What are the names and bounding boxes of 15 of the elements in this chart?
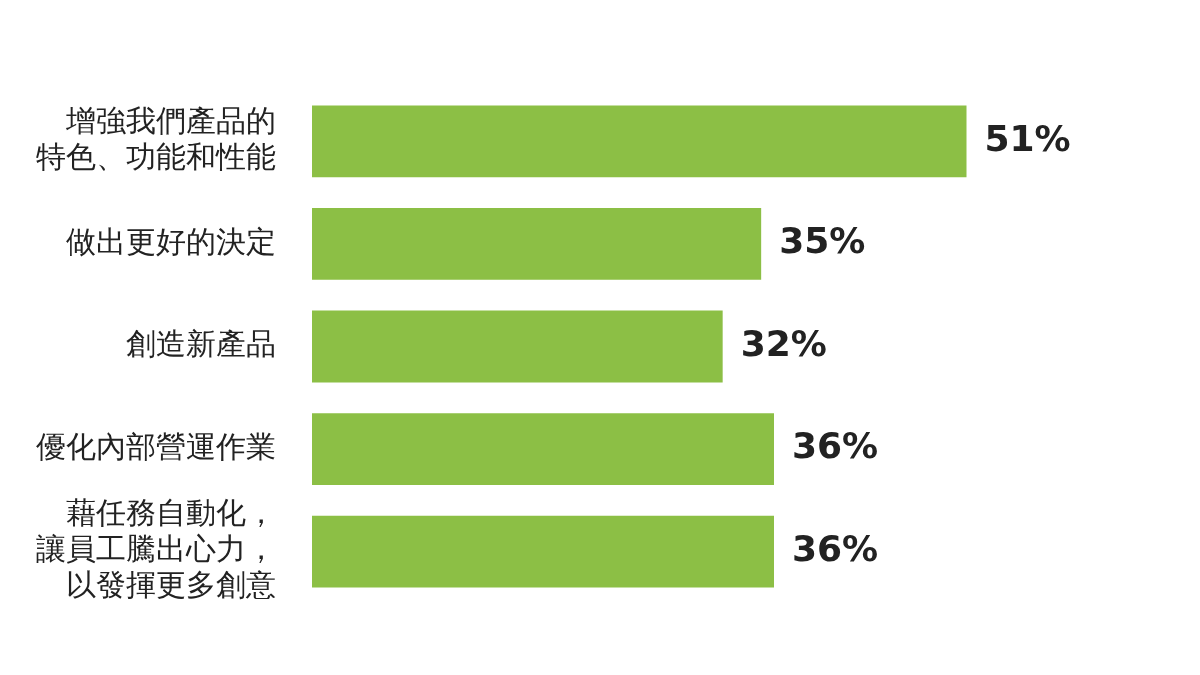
data-label: 36% <box>792 425 879 467</box>
data-label: 51% <box>984 117 1071 159</box>
y-tick-label: 優化內部營運作業 <box>36 428 276 464</box>
y-tick-label: 創造新產品 <box>126 326 276 362</box>
y-tick-label: 增強我們產品的特色、功能和性能 <box>36 103 276 175</box>
bar <box>312 310 723 383</box>
y-tick-label: 藉任務自動化，讓員工騰出心力，以發揮更多創意 <box>36 495 276 603</box>
bar <box>312 207 762 280</box>
data-label: 36% <box>792 528 879 570</box>
data-label: 32% <box>740 322 827 364</box>
bar <box>312 515 774 588</box>
data-label: 35% <box>779 220 866 262</box>
bar <box>312 413 774 486</box>
bar <box>312 105 967 178</box>
y-tick-label: 做出更好的決定 <box>66 223 276 259</box>
